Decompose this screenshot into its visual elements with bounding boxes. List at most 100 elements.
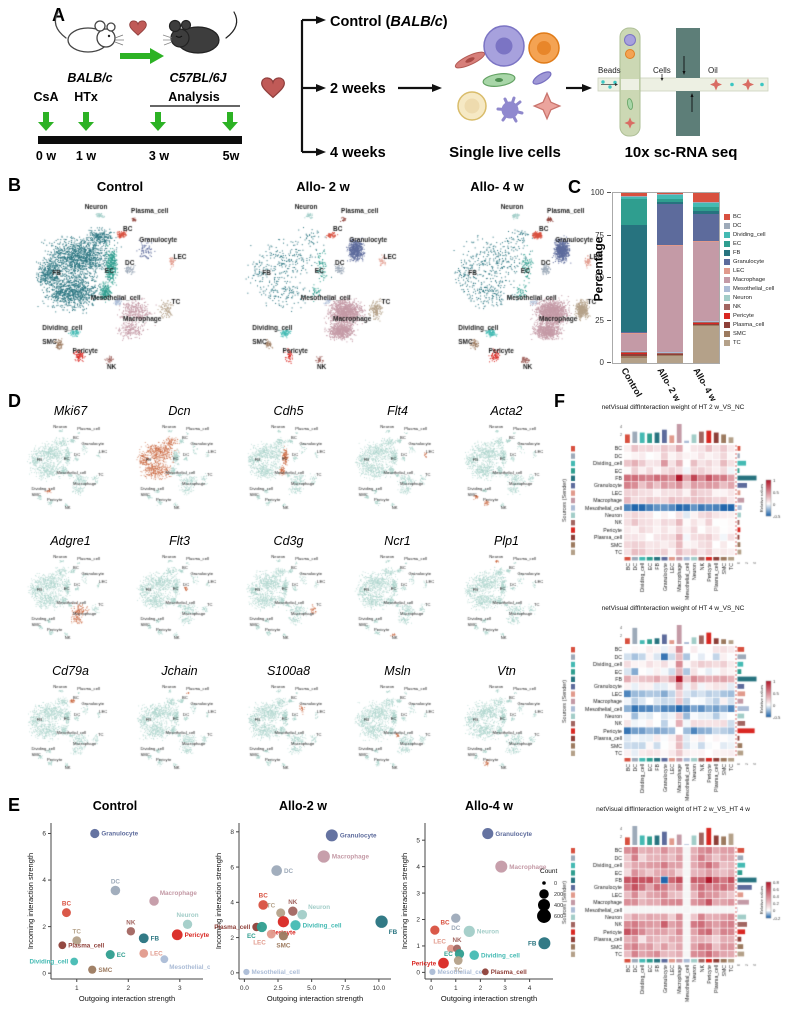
svg-text:TC: TC	[267, 902, 276, 909]
feature-plot: Plp1	[452, 534, 561, 664]
svg-text:1: 1	[75, 985, 79, 992]
bar-segment	[693, 325, 719, 363]
bar-segment	[621, 333, 647, 351]
svg-text:2: 2	[416, 917, 420, 924]
svg-text:4: 4	[230, 900, 234, 907]
interaction-scatter-control: 1 2 3 0 2 4 6 Outgoing interaction strength Inco…	[26, 823, 210, 1003]
svg-text:TC: TC	[454, 967, 463, 974]
bar-segment	[621, 351, 647, 352]
feature-plot: Jchain	[125, 664, 234, 794]
feature-plot-grid: Mki67 Dcn Cdh5 Flt4 Acta2 Adgre1 Flt3 Cd3g Ncr1 P…	[16, 404, 561, 794]
legend-label: SMC	[733, 330, 746, 337]
feature-plot: Vtn	[452, 664, 561, 794]
gene-title: Acta2	[490, 404, 523, 418]
legend-label: LEC	[733, 267, 745, 274]
svg-text:LEC: LEC	[433, 939, 446, 946]
svg-text:Plasma_cell: Plasma_cell	[68, 942, 104, 949]
feature-plot-canvas	[236, 551, 341, 649]
feature-plot: Cd79a	[16, 664, 125, 794]
svg-text:EC: EC	[117, 952, 126, 959]
heatmap-title-2w-vs-4w: netVisual diffInteraction weight of HT 2…	[596, 806, 750, 813]
donor-mouse-icon	[54, 11, 124, 53]
bar-segment	[621, 357, 647, 363]
feature-plot-canvas	[127, 421, 232, 519]
gene-title: Vtn	[497, 664, 516, 678]
bar-segment	[621, 350, 647, 352]
svg-text:0: 0	[554, 881, 557, 887]
svg-text:DC: DC	[284, 868, 294, 875]
bar-segment	[693, 324, 719, 326]
feature-plot: Ncr1	[343, 534, 452, 664]
gene-title: Plp1	[493, 534, 520, 548]
feature-plot-canvas	[18, 681, 123, 779]
legend-swatch	[724, 249, 730, 256]
panel-d-letter: D	[8, 391, 21, 411]
gene-title: Jchain	[161, 664, 198, 678]
feature-plot: Flt3	[125, 534, 234, 664]
umap-allo4w-canvas	[434, 196, 636, 388]
svg-text:0: 0	[42, 970, 46, 977]
feature-plot: Flt4	[343, 404, 452, 534]
legend-label: FB	[733, 249, 741, 256]
feature-plot-canvas	[18, 421, 123, 519]
gene-title: Flt4	[387, 404, 408, 418]
y-tick-label: 0	[599, 358, 604, 367]
svg-text:BC: BC	[259, 893, 269, 900]
bar-segment	[693, 193, 719, 202]
feature-plot: Dcn	[125, 404, 234, 534]
microfluidic-chip-illustration: Beads Cells Oil	[597, 27, 769, 137]
svg-text:BC: BC	[62, 901, 72, 908]
feature-plot: Mki67	[16, 404, 125, 534]
feature-plot-canvas	[127, 551, 232, 649]
y-tick-label: 50	[595, 273, 604, 282]
legend-item: SMC	[724, 329, 774, 338]
legend-item: Macrophage	[724, 275, 774, 284]
svg-text:Pericyte: Pericyte	[185, 932, 210, 939]
legend-item: BC	[724, 212, 774, 221]
bar-segment	[693, 320, 719, 322]
svg-text:Incoming interaction strength: Incoming interaction strength	[26, 853, 35, 949]
svg-text:10.0: 10.0	[373, 985, 386, 992]
legend-swatch	[724, 276, 730, 283]
legend-label: TC	[733, 339, 741, 346]
bar-segment	[621, 331, 647, 333]
bar-segment	[657, 204, 683, 245]
svg-text:NK: NK	[452, 937, 462, 944]
feature-plot-canvas	[454, 421, 559, 519]
x-category-label: Allo- 2 w	[655, 366, 683, 404]
bar-segment	[693, 203, 719, 208]
bar-segment	[693, 321, 719, 323]
gene-title: Cdh5	[273, 404, 304, 418]
feature-plot-canvas	[345, 681, 450, 779]
legend-item: NK	[724, 302, 774, 311]
bar-segment	[693, 323, 719, 325]
svg-text:6: 6	[230, 864, 234, 871]
svg-text:SMC: SMC	[98, 967, 112, 974]
legend-label: Granulocyte	[733, 258, 765, 265]
bar-segment	[621, 356, 647, 358]
y-tick-label: 100	[590, 188, 604, 197]
svg-text:Outgoing interaction strength: Outgoing interaction strength	[79, 994, 175, 1003]
panel-a-schematic: BALB/c C57BL/6J CsA HTx Analysis 0 w 1 w…	[33, 11, 769, 163]
feature-plot: Cdh5	[234, 404, 343, 534]
gene-title: Cd3g	[273, 534, 304, 548]
legend-label: Plasma_cell	[733, 321, 765, 328]
svg-text:Incoming interaction strength: Incoming interaction strength	[214, 853, 223, 949]
bar-segment	[693, 214, 719, 242]
timeline-bar	[38, 136, 242, 144]
legend-swatch	[724, 267, 730, 274]
recipient-strain-label: C57BL/6J	[170, 71, 228, 85]
gene-title: Msln	[384, 664, 411, 678]
bar-segment	[621, 352, 647, 354]
svg-text:2.5: 2.5	[273, 985, 282, 992]
legend-item: FB	[724, 248, 774, 257]
interaction-title-allo4w: Allo-4 w	[465, 799, 513, 813]
svg-text:Plasma_cell: Plasma_cell	[491, 969, 527, 976]
legend-swatch	[724, 213, 730, 220]
feature-plot: Acta2	[452, 404, 561, 534]
chip-cells-label: Cells	[653, 66, 671, 75]
svg-text:0.0: 0.0	[240, 985, 249, 992]
single-cells-illustration: Single live cells	[449, 25, 562, 161]
svg-text:4: 4	[416, 864, 420, 871]
svg-text:600: 600	[554, 914, 563, 920]
